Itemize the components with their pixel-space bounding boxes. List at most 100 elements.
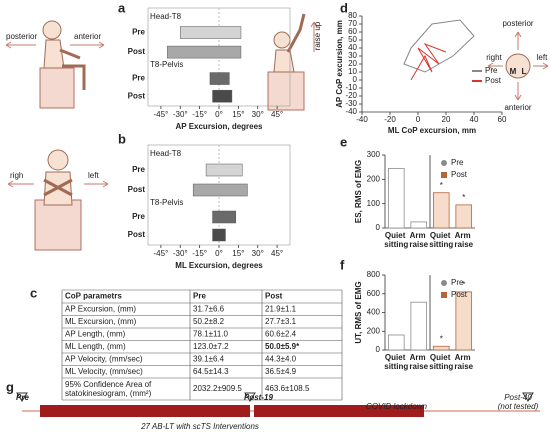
table-cell: 64.5±14.3 (193, 367, 229, 376)
significance: * (462, 193, 465, 202)
range-bar (205, 163, 243, 177)
table-cell: 95% Confidence Area of statokinesiogram,… (65, 380, 154, 398)
x-tick-label: Arm raise (454, 353, 473, 371)
legend-marker (441, 292, 447, 298)
x-axis-label: ML Excursion, degrees (175, 261, 263, 270)
y-tick-label: 200 (367, 326, 381, 335)
legend-label: Pre (485, 66, 498, 75)
bar (455, 291, 473, 351)
table-cell: CoP parametrs (65, 292, 122, 301)
category-label: Pre (132, 74, 145, 83)
x-tick-label: 0° (215, 110, 223, 119)
table-cell: 21.9±1.1 (265, 304, 297, 313)
x-tick-label: -20 (384, 115, 396, 124)
timepoint-marker (244, 392, 256, 402)
significance: * (440, 334, 443, 343)
y-tick-label: 0 (376, 223, 381, 232)
group-label: T8-Pelvis (150, 198, 183, 207)
y-tick-label: 400 (367, 308, 381, 317)
bar (410, 221, 428, 229)
timepoint-note: (not tested) (498, 402, 539, 411)
x-tick-label: 15° (232, 249, 244, 258)
direction-label: M (510, 67, 517, 76)
direction-label: posterior (502, 19, 533, 28)
illustration-raise (267, 13, 318, 111)
group-label: Head-T8 (150, 12, 182, 21)
x-tick-label: Quiet sitting (384, 231, 408, 249)
table-cell: ML Excursion, (mm) (65, 317, 137, 326)
legend-label: Post (451, 290, 468, 299)
y-tick-label: 200 (367, 174, 381, 183)
x-tick-label: 0° (215, 249, 223, 258)
x-tick-label: 30° (252, 110, 264, 119)
legend-label: Pre (451, 158, 464, 167)
direction-label: anterior (74, 32, 101, 41)
x-tick-label: -30° (173, 110, 188, 119)
legend-label: Post (485, 76, 502, 85)
x-tick-label: 45° (271, 110, 283, 119)
x-tick-label: -30° (173, 249, 188, 258)
range-bar (209, 72, 230, 85)
range-bar (212, 228, 226, 242)
legend-marker (441, 160, 447, 166)
significance: * (440, 181, 443, 190)
bar (455, 204, 473, 229)
panel-letter: f (340, 257, 345, 272)
y-tick-label: 50 (348, 35, 357, 44)
lockdown-label: COVID lockdown (366, 402, 427, 411)
table-cell: 50.2±8.2 (193, 317, 225, 326)
table-cell: 36.5±4.9 (265, 367, 297, 376)
panel-letter: c (30, 285, 37, 300)
table-cell: AP Length, (mm) (65, 329, 126, 338)
y-tick-label: 30 (348, 51, 357, 60)
range-bar (212, 89, 233, 103)
bar (387, 167, 405, 229)
range-bar (167, 45, 242, 59)
table-cell: AP Excursion, (mm) (65, 304, 136, 313)
timepoint-label: Post-19 (244, 393, 273, 402)
y-tick-label: -40 (345, 107, 357, 116)
x-tick-label: -15° (192, 110, 207, 119)
direction-label: L (522, 67, 527, 76)
y-tick-label: -10 (345, 83, 357, 92)
y-tick-label: 800 (367, 270, 381, 279)
y-tick-label: 0 (376, 345, 381, 354)
x-tick-label: Arm raise (454, 231, 473, 249)
group-label: T8-Pelvis (150, 60, 183, 69)
y-tick-label: 70 (348, 19, 357, 28)
panel-letter: e (340, 134, 347, 149)
x-axis-label: ML CoP excursion, mm (388, 126, 476, 135)
x-tick-label: 0 (416, 115, 421, 124)
direction-label: anterior (504, 103, 531, 112)
y-tick-label: 20 (348, 59, 357, 68)
timepoint-marker (522, 392, 534, 402)
y-tick-label: -20 (345, 91, 357, 100)
y-tick-label: 0 (353, 75, 358, 84)
x-tick-label: -15° (192, 249, 207, 258)
legend-marker (441, 172, 447, 178)
y-tick-label: 80 (348, 11, 357, 20)
y-tick-label: 10 (348, 67, 357, 76)
table-cell: 463.6±108.5 (265, 384, 310, 393)
category-label: Pre (132, 165, 145, 174)
category-label: Post (128, 91, 146, 100)
table-cell: AP Velocity, (mm/sec) (65, 354, 143, 363)
x-tick-label: 40 (470, 115, 479, 124)
y-tick-label: 40 (348, 43, 357, 52)
x-tick-label: 15° (232, 110, 244, 119)
category-label: Post (128, 230, 146, 239)
table-cell: 78.1±11.0 (193, 329, 228, 338)
significance: * (462, 280, 465, 289)
x-tick-label: Quiet sitting (429, 231, 453, 249)
timepoint-label: Pre (16, 393, 29, 402)
category-label: Pre (132, 212, 145, 221)
table-cell: 39.1±6.4 (193, 354, 225, 363)
table-cell: 50.0±5.9* (265, 342, 300, 351)
timepoint-label: Post-40 (504, 393, 532, 402)
legend-label: Pre (451, 278, 464, 287)
table-cell: 27.7±3.1 (265, 317, 297, 326)
x-tick-label: Quiet sitting (384, 353, 408, 371)
table-cell: Post (265, 292, 283, 301)
illustration-head (487, 31, 549, 101)
